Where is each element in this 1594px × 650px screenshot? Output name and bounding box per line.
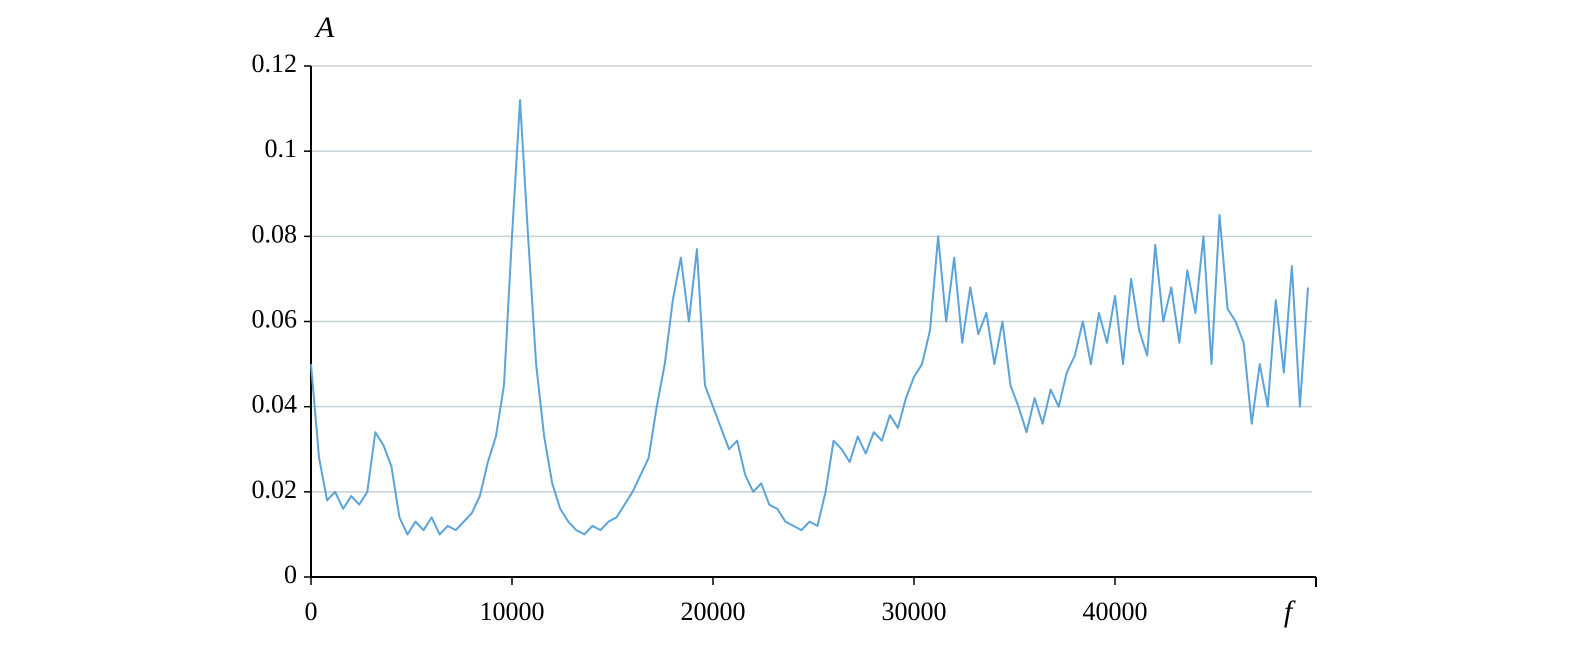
y-tick-label: 0.02	[252, 475, 298, 504]
y-tick-label: 0.12	[252, 49, 298, 78]
x-tick-label: 0	[305, 597, 318, 626]
y-tick-label: 0.08	[252, 219, 298, 248]
x-tick-label: 40000	[1083, 597, 1148, 626]
y-tick-label: 0.1	[265, 134, 298, 163]
x-tick-label: 20000	[681, 597, 746, 626]
x-axis-label: f	[1284, 595, 1296, 628]
data-line	[310, 99, 1309, 536]
x-tick-label: 30000	[882, 597, 947, 626]
y-tick-label: 0.04	[252, 390, 298, 419]
y-tick-label: 0.06	[252, 304, 298, 333]
y-tick-label: 0	[284, 560, 297, 589]
y-axis-label: A	[314, 11, 335, 44]
x-tick-label: 10000	[480, 597, 545, 626]
